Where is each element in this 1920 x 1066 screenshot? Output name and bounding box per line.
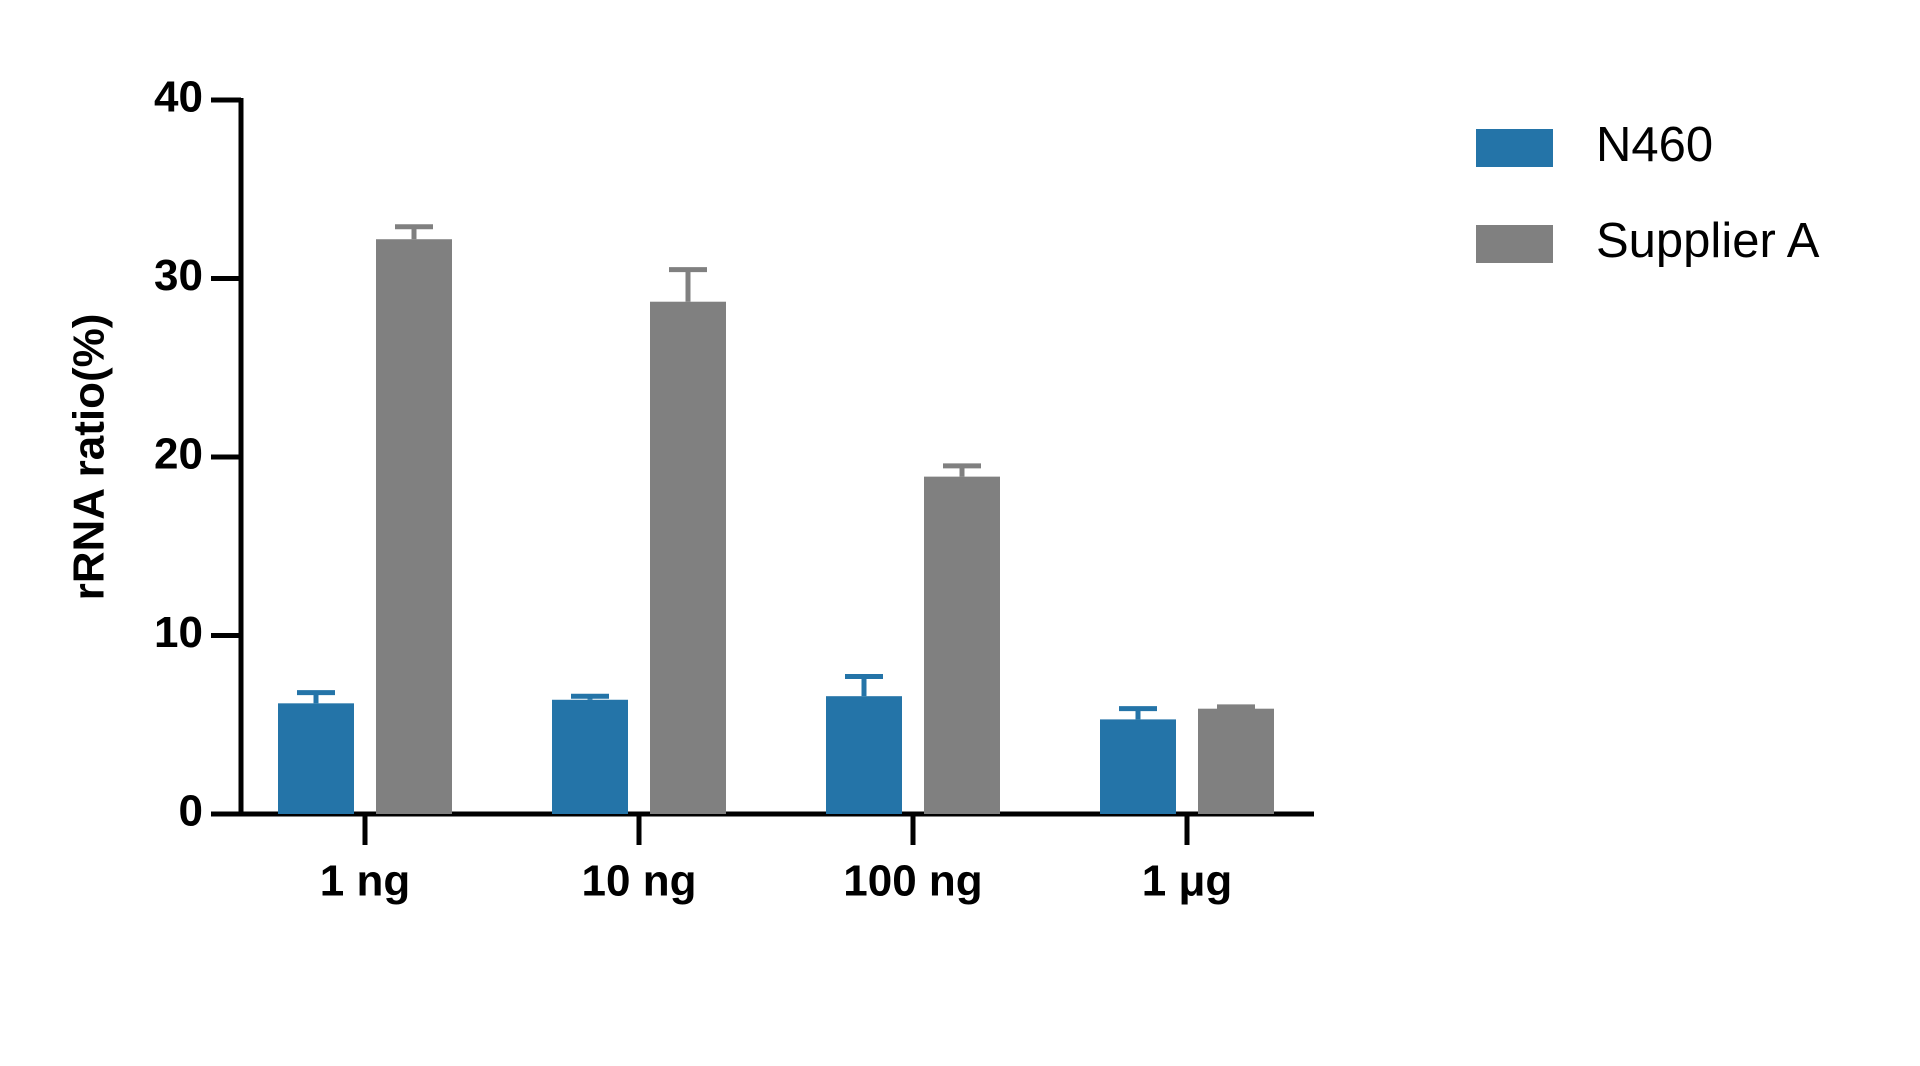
bar <box>826 696 902 814</box>
y-tick-label: 0 <box>179 787 203 836</box>
legend-label: Supplier A <box>1596 214 1820 268</box>
error-bar <box>845 674 883 697</box>
error-bar <box>1217 704 1255 710</box>
bar <box>650 301 726 815</box>
error-bar <box>943 463 981 477</box>
error-bar <box>1119 706 1157 720</box>
y-tick-label: 40 <box>154 73 203 122</box>
error-bar <box>395 224 433 240</box>
legend-label: N460 <box>1596 118 1713 172</box>
bar <box>376 239 452 815</box>
x-tick-label: 1 μg <box>1142 857 1233 906</box>
bar <box>278 703 354 814</box>
y-tick-label: 20 <box>154 430 203 479</box>
bar <box>1198 708 1274 814</box>
y-axis-label: rRNA ratio(%) <box>65 314 114 601</box>
y-tick-label: 30 <box>154 251 203 300</box>
bar <box>1100 719 1176 814</box>
bar <box>924 476 1000 814</box>
bar <box>552 699 628 814</box>
legend-swatch <box>1476 225 1553 263</box>
y-tick-label: 10 <box>154 608 203 657</box>
x-tick-label: 10 ng <box>582 857 697 906</box>
x-tick-label: 100 ng <box>843 857 982 906</box>
error-bar <box>297 690 335 704</box>
error-bar <box>571 693 609 700</box>
x-tick-label: 1 ng <box>320 857 410 906</box>
error-bar <box>669 267 707 302</box>
legend-swatch <box>1476 129 1553 167</box>
